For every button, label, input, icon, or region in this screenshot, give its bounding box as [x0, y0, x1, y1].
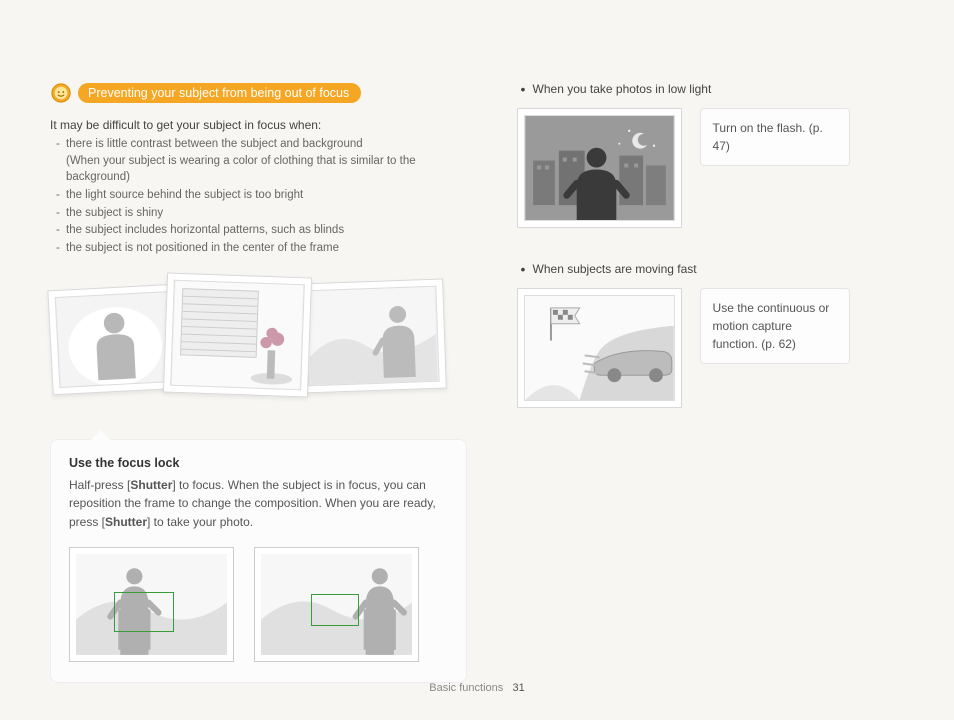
photo-illustration: [55, 291, 176, 388]
page-content: Preventing your subject from being out o…: [50, 82, 904, 683]
bullet-list: there is little contrast between the sub…: [50, 136, 467, 257]
focus-image: [69, 547, 234, 662]
tip-box: Use the continuous or motion capture fun…: [700, 288, 850, 364]
list-item: the subject includes horizontal patterns…: [56, 222, 467, 239]
shutter-label: Shutter: [130, 478, 172, 492]
right-tip-block: When subjects are moving fast: [517, 262, 904, 408]
intro-text: It may be difficult to get your subject …: [50, 118, 467, 132]
left-column: Preventing your subject from being out o…: [50, 82, 467, 683]
right-row: Use the continuous or motion capture fun…: [517, 288, 904, 408]
focus-illustration: [76, 554, 227, 655]
list-item: the light source behind the subject is t…: [56, 187, 467, 204]
photo-frame: [298, 278, 447, 393]
photo-illustration: [305, 285, 439, 386]
focus-rectangle: [311, 594, 359, 626]
focus-images: [69, 547, 448, 662]
focus-image: [254, 547, 419, 662]
focus-illustration: [261, 554, 412, 655]
list-item: the subject is shiny: [56, 205, 467, 222]
sun-icon: [50, 82, 72, 104]
list-item: the subject is not positioned in the cen…: [56, 240, 467, 257]
focus-text: Half-press [Shutter] to focus. When the …: [69, 476, 448, 532]
low-light-illustration: [524, 115, 675, 221]
photo-frame: [163, 272, 312, 397]
right-tip-block: When you take photos in low light: [517, 82, 904, 228]
right-row: Turn on the flash. (p. 47): [517, 108, 904, 228]
photo-frame: [47, 283, 182, 395]
footer-section: Basic functions: [429, 682, 503, 694]
right-bullet: When you take photos in low light: [517, 82, 904, 96]
example-photos: [50, 275, 467, 415]
motion-illustration: [524, 295, 675, 401]
tip-box: Turn on the flash. (p. 47): [700, 108, 850, 166]
right-column: When you take photos in low light: [517, 82, 904, 683]
photo-illustration: [170, 279, 305, 390]
right-bullet: When subjects are moving fast: [517, 262, 904, 276]
focus-t1: Half-press [: [69, 478, 130, 492]
focus-rectangle: [114, 592, 174, 632]
section-heading: Preventing your subject from being out o…: [50, 82, 467, 104]
page-footer: Basic functions 31: [0, 682, 954, 694]
list-subtext: (When your subject is wearing a color of…: [66, 153, 467, 186]
heading-pill: Preventing your subject from being out o…: [78, 83, 361, 103]
list-item: there is little contrast between the sub…: [56, 136, 467, 186]
example-frame: [517, 108, 682, 228]
focus-t3: ] to take your photo.: [147, 515, 253, 529]
focus-title: Use the focus lock: [69, 456, 448, 470]
page-number: 31: [512, 682, 524, 694]
list-text: there is little contrast between the sub…: [66, 138, 363, 150]
example-frame: [517, 288, 682, 408]
shutter-label: Shutter: [105, 515, 147, 529]
focus-lock-box: Use the focus lock Half-press [Shutter] …: [50, 439, 467, 684]
